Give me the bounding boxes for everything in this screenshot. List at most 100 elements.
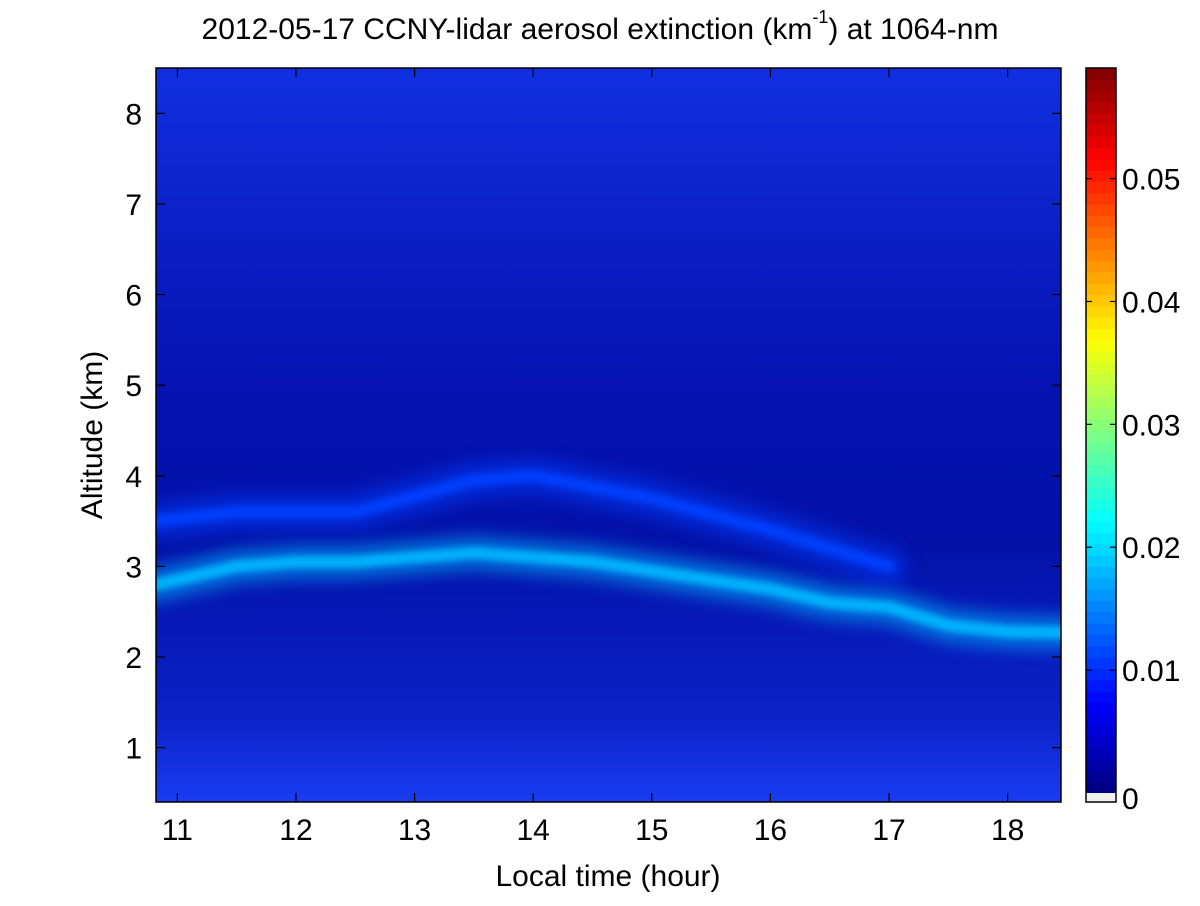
colorbar-band xyxy=(1086,113,1116,126)
x-tick-label: 17 xyxy=(872,814,905,847)
colorbar-band xyxy=(1086,464,1116,477)
y-tick-label: 8 xyxy=(125,98,142,131)
colorbar-band xyxy=(1086,487,1116,500)
x-tick-label: 14 xyxy=(516,814,549,847)
y-tick-label: 2 xyxy=(125,642,142,675)
colorbar-band xyxy=(1086,181,1116,194)
colorbar xyxy=(1085,67,1117,803)
x-tick-label: 13 xyxy=(398,814,431,847)
colorbar-band xyxy=(1086,79,1116,92)
colorbar-tick-label: 0 xyxy=(1122,783,1139,816)
colorbar-band xyxy=(1086,328,1116,341)
colorbar-tick-label: 0.05 xyxy=(1122,164,1180,197)
colorbar-frame xyxy=(1085,67,1117,803)
colorbar-band xyxy=(1086,203,1116,216)
colorbar-band xyxy=(1086,702,1116,715)
y-axis-ticks: 1 2 3 4 5 6 7 8 xyxy=(125,98,1061,766)
y-tick-label: 1 xyxy=(125,733,142,766)
colorbar-band xyxy=(1086,736,1116,749)
colorbar-band xyxy=(1086,566,1116,579)
colorbar-band xyxy=(1086,407,1116,420)
y-tick-label: 7 xyxy=(125,189,142,222)
plot-background xyxy=(156,68,1061,802)
colorbar-band xyxy=(1086,101,1116,114)
colorbar-band xyxy=(1086,294,1116,307)
colorbar-band xyxy=(1086,271,1116,284)
colorbar-band xyxy=(1086,441,1116,454)
layer-core-2 xyxy=(156,469,895,573)
colorbar-band xyxy=(1086,339,1116,352)
y-tick-label: 6 xyxy=(125,280,142,313)
colorbar-band xyxy=(1086,260,1116,273)
colorbar-tick-label: 0.03 xyxy=(1122,409,1180,442)
colorbar-band xyxy=(1086,781,1116,794)
colorbar-band xyxy=(1086,124,1116,137)
colorbar-band xyxy=(1086,373,1116,386)
layer-core-1 xyxy=(156,546,1061,639)
colorbar-band xyxy=(1086,759,1116,771)
y-tick-label: 3 xyxy=(125,551,142,584)
chart-title-prefix: 2012-05-17 CCNY-lidar aerosol extinction… xyxy=(201,13,813,46)
colorbar-tick-label: 0.02 xyxy=(1122,532,1180,565)
x-tick-label: 18 xyxy=(991,814,1024,847)
colorbar-band xyxy=(1086,521,1116,534)
colorbar-band xyxy=(1086,589,1116,602)
aerosol-layers xyxy=(156,458,1061,802)
colorbar-band xyxy=(1086,611,1116,624)
colorbar-band xyxy=(1086,600,1116,613)
colorbar-ticks: 0 0.01 0.02 0.03 0.04 0.05 xyxy=(1086,164,1180,816)
colorbar-band xyxy=(1086,713,1116,726)
colorbar-band xyxy=(1086,249,1116,262)
colorbar-band xyxy=(1086,532,1116,545)
chart-title: 2012-05-17 CCNY-lidar aerosol extinction… xyxy=(0,8,1200,48)
colorbar-band xyxy=(1086,419,1116,432)
colorbar-band xyxy=(1086,543,1116,556)
colorbar-band xyxy=(1086,215,1116,228)
colorbar-band xyxy=(1086,192,1116,205)
colorbar-tick-label: 0.01 xyxy=(1122,655,1180,688)
colorbar-band xyxy=(1086,430,1116,443)
x-tick-label: 11 xyxy=(162,814,193,847)
colorbar-band xyxy=(1086,351,1116,364)
colorbar-band xyxy=(1086,169,1116,182)
x-tick-label: 12 xyxy=(279,814,312,847)
x-axis-label: Local time (hour) xyxy=(495,860,720,893)
colorbar-band xyxy=(1086,385,1116,398)
colorbar-tick-label: 0.04 xyxy=(1122,286,1180,319)
colorbar-band xyxy=(1086,305,1116,318)
colorbar-band xyxy=(1086,668,1116,681)
y-tick-label: 4 xyxy=(125,461,142,494)
colorbar-band xyxy=(1086,498,1116,511)
plot-frame xyxy=(155,67,1062,803)
colorbar-band xyxy=(1086,645,1116,658)
x-tick-label: 15 xyxy=(635,814,668,847)
colorbar-band xyxy=(1086,283,1116,296)
colorbar-band xyxy=(1086,770,1116,783)
x-axis-ticks: 11 12 13 14 15 16 17 18 xyxy=(162,68,1024,847)
colorbar-band xyxy=(1086,555,1116,568)
colorbar-band xyxy=(1086,657,1116,669)
colorbar-band xyxy=(1086,747,1116,760)
colorbar-under-range xyxy=(1086,793,1116,802)
colorbar-band xyxy=(1086,362,1116,375)
colorbar-band xyxy=(1086,90,1116,103)
colorbar-band xyxy=(1086,577,1116,590)
colorbar-band xyxy=(1086,68,1116,80)
colorbar-band xyxy=(1086,317,1116,330)
colorbar-band xyxy=(1086,691,1116,703)
colorbar-band xyxy=(1086,634,1116,647)
colorbar-band xyxy=(1086,623,1116,636)
colorbar-band xyxy=(1086,396,1116,409)
chart-title-superscript: -1 xyxy=(812,7,829,27)
colorbar-band xyxy=(1086,679,1116,692)
colorbar-band xyxy=(1086,725,1116,737)
colorbar-band xyxy=(1086,453,1116,466)
y-tick-label: 5 xyxy=(125,370,142,403)
colorbar-band xyxy=(1086,147,1116,160)
colorbar-band xyxy=(1086,226,1116,239)
y-axis-label: Altitude (km) xyxy=(76,351,109,519)
colorbar-band xyxy=(1086,475,1116,488)
chart-title-suffix: ) at 1064-nm xyxy=(828,13,999,46)
